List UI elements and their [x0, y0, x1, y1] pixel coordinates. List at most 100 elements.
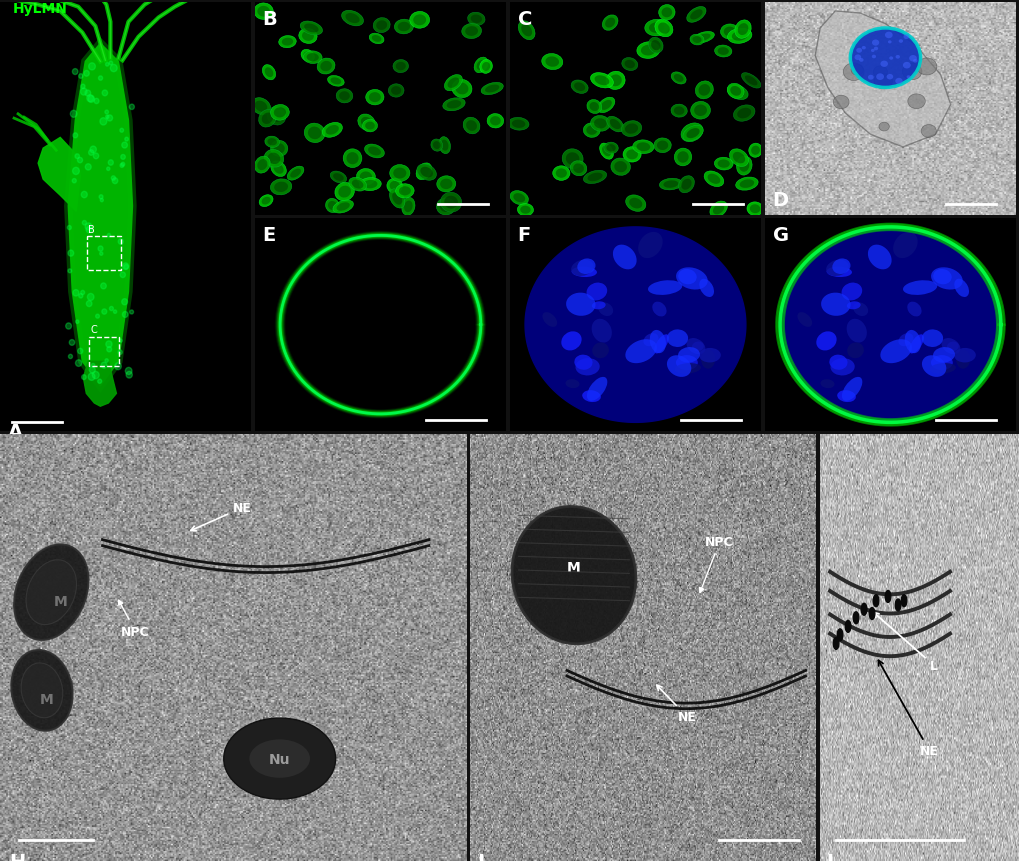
Circle shape	[111, 177, 115, 181]
Ellipse shape	[573, 164, 583, 174]
Circle shape	[124, 138, 128, 142]
Ellipse shape	[846, 302, 860, 310]
Polygon shape	[38, 139, 81, 212]
Text: E: E	[262, 226, 275, 245]
Ellipse shape	[602, 15, 618, 31]
Circle shape	[884, 591, 890, 603]
Polygon shape	[84, 362, 116, 406]
Ellipse shape	[699, 280, 713, 298]
Ellipse shape	[440, 193, 462, 213]
Ellipse shape	[251, 98, 270, 115]
Circle shape	[853, 612, 858, 624]
Circle shape	[73, 133, 77, 139]
Ellipse shape	[338, 92, 350, 102]
Ellipse shape	[390, 87, 400, 96]
Ellipse shape	[255, 102, 267, 113]
Ellipse shape	[666, 356, 691, 377]
Ellipse shape	[686, 338, 705, 355]
Ellipse shape	[273, 108, 285, 118]
Ellipse shape	[466, 121, 477, 132]
Ellipse shape	[289, 170, 301, 178]
Ellipse shape	[334, 183, 354, 201]
Ellipse shape	[328, 201, 336, 211]
Ellipse shape	[837, 391, 855, 403]
Ellipse shape	[717, 48, 729, 56]
Ellipse shape	[322, 123, 342, 138]
Ellipse shape	[302, 32, 314, 42]
Ellipse shape	[365, 122, 375, 131]
Circle shape	[77, 158, 83, 164]
Ellipse shape	[690, 102, 709, 120]
Text: NE: NE	[877, 660, 938, 758]
Circle shape	[845, 621, 850, 633]
Ellipse shape	[603, 143, 618, 154]
Ellipse shape	[723, 28, 735, 37]
Text: C: C	[517, 9, 531, 28]
Ellipse shape	[731, 32, 747, 41]
Ellipse shape	[686, 129, 699, 139]
Ellipse shape	[674, 108, 684, 115]
Circle shape	[88, 294, 94, 301]
Ellipse shape	[467, 13, 485, 27]
Ellipse shape	[902, 281, 936, 295]
Circle shape	[850, 29, 920, 89]
Ellipse shape	[658, 5, 675, 21]
Ellipse shape	[692, 37, 701, 44]
Circle shape	[107, 234, 110, 238]
Ellipse shape	[520, 207, 530, 214]
Ellipse shape	[748, 144, 761, 158]
Ellipse shape	[744, 77, 757, 86]
Text: M: M	[40, 692, 53, 706]
Circle shape	[119, 340, 122, 343]
Ellipse shape	[417, 164, 436, 181]
Ellipse shape	[583, 124, 599, 139]
Ellipse shape	[729, 150, 748, 167]
Ellipse shape	[604, 19, 614, 28]
Ellipse shape	[590, 116, 609, 132]
Bar	[88, 237, 121, 271]
Ellipse shape	[750, 146, 759, 156]
Ellipse shape	[825, 260, 848, 276]
Ellipse shape	[629, 199, 642, 209]
Ellipse shape	[908, 335, 923, 354]
Ellipse shape	[739, 160, 749, 172]
Ellipse shape	[676, 268, 707, 290]
Ellipse shape	[847, 343, 863, 359]
Ellipse shape	[597, 98, 614, 114]
Ellipse shape	[648, 38, 662, 54]
Ellipse shape	[366, 90, 383, 106]
Ellipse shape	[583, 171, 606, 184]
Ellipse shape	[451, 80, 472, 98]
Ellipse shape	[481, 84, 502, 96]
Ellipse shape	[714, 46, 732, 58]
Ellipse shape	[325, 199, 339, 214]
Circle shape	[72, 179, 76, 183]
Ellipse shape	[613, 162, 627, 173]
Circle shape	[895, 78, 902, 85]
Circle shape	[873, 74, 892, 90]
Ellipse shape	[610, 158, 630, 177]
Ellipse shape	[274, 183, 287, 193]
Ellipse shape	[336, 90, 353, 104]
Ellipse shape	[694, 105, 706, 117]
Ellipse shape	[698, 85, 709, 96]
Ellipse shape	[14, 545, 89, 640]
Circle shape	[873, 47, 877, 52]
Ellipse shape	[479, 60, 492, 74]
Ellipse shape	[360, 172, 372, 183]
Ellipse shape	[930, 356, 952, 370]
Ellipse shape	[304, 124, 325, 144]
Ellipse shape	[327, 77, 343, 87]
Ellipse shape	[267, 153, 280, 164]
Ellipse shape	[653, 139, 671, 153]
Circle shape	[114, 363, 121, 370]
Ellipse shape	[541, 54, 562, 71]
Ellipse shape	[270, 162, 286, 177]
Ellipse shape	[463, 118, 480, 134]
Ellipse shape	[393, 169, 406, 179]
Ellipse shape	[389, 165, 410, 183]
Ellipse shape	[651, 302, 666, 317]
Ellipse shape	[552, 167, 570, 181]
Ellipse shape	[650, 41, 660, 51]
Circle shape	[902, 64, 921, 81]
